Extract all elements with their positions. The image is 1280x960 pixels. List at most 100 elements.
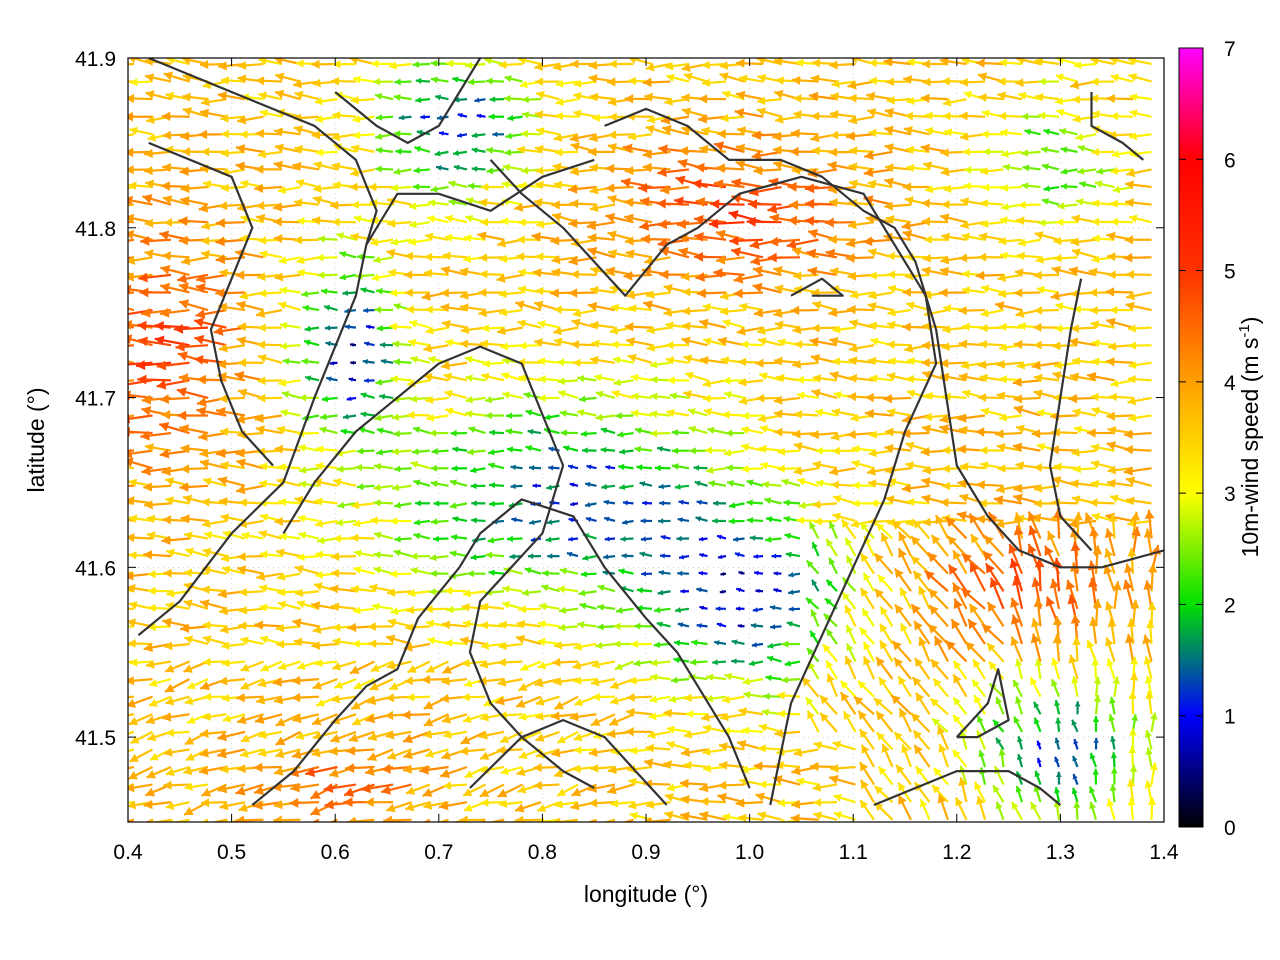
wind-arrow bbox=[352, 115, 375, 124]
wind-arrow bbox=[498, 60, 523, 69]
wind-arrow bbox=[1043, 185, 1060, 192]
wind-arrow bbox=[804, 183, 838, 194]
x-tick-label: 0.7 bbox=[424, 841, 453, 864]
wind-arrow bbox=[331, 132, 357, 142]
wind-arrow bbox=[1077, 144, 1097, 153]
x-tick-label: 1.4 bbox=[1149, 841, 1179, 864]
wind-arrow bbox=[883, 125, 912, 136]
wind-arrow bbox=[665, 61, 690, 71]
wind-arrow bbox=[420, 114, 431, 120]
wind-arrow bbox=[1077, 167, 1097, 175]
wind-arrow bbox=[847, 80, 875, 90]
wind-arrow bbox=[964, 165, 986, 174]
wind-arrow bbox=[791, 75, 819, 86]
wind-arrow bbox=[997, 91, 1023, 101]
wind-arrow bbox=[622, 143, 653, 154]
wind-arrow bbox=[589, 92, 616, 102]
wind-arrow bbox=[471, 132, 486, 139]
wind-arrow bbox=[535, 77, 560, 86]
wind-arrow bbox=[1060, 168, 1078, 175]
wind-arrow bbox=[675, 175, 708, 189]
wind-arrow bbox=[756, 107, 782, 118]
y-tick-label: 41.5 bbox=[75, 727, 116, 750]
wind-arrow bbox=[393, 130, 412, 138]
wind-arrow bbox=[789, 146, 819, 157]
wind-arrow bbox=[751, 150, 782, 161]
colorbar-title-main: 10m-wind speed (m s bbox=[1237, 338, 1263, 558]
colorbar-tick-label: 4 bbox=[1224, 372, 1236, 395]
wind-arrow bbox=[698, 94, 727, 104]
wind-arrow bbox=[756, 58, 782, 66]
wind-arrow bbox=[904, 111, 930, 121]
wind-arrow bbox=[453, 164, 468, 171]
wind-arrow bbox=[408, 202, 431, 210]
wind-arrow bbox=[294, 144, 320, 154]
wind-arrow bbox=[294, 90, 320, 101]
colorbar-tick-label: 3 bbox=[1224, 483, 1236, 506]
wind-arrow bbox=[220, 113, 246, 123]
wind-arrow bbox=[666, 73, 690, 83]
wind-arrow bbox=[374, 132, 394, 140]
wind-arrow bbox=[274, 72, 301, 83]
wind-arrow bbox=[254, 164, 283, 174]
wind-arrow bbox=[884, 163, 912, 173]
wind-arrow bbox=[393, 168, 412, 176]
wind-arrow bbox=[920, 143, 949, 154]
wind-arrow bbox=[415, 77, 431, 84]
colorbar-tick-label: 2 bbox=[1224, 594, 1236, 617]
wind-arrow bbox=[925, 127, 949, 136]
wind-arrow bbox=[734, 108, 764, 118]
wind-arrow bbox=[453, 96, 468, 103]
wind-arrow bbox=[940, 167, 967, 177]
wind-arrow bbox=[352, 131, 375, 140]
wind-arrow bbox=[845, 131, 875, 141]
wind-arrow bbox=[144, 148, 172, 159]
wind-arrow bbox=[810, 111, 838, 121]
wind-arrow bbox=[699, 144, 727, 154]
wind-arrow bbox=[128, 62, 135, 66]
wind-arrow bbox=[180, 196, 209, 206]
x-tick-label: 1.2 bbox=[942, 841, 971, 864]
wind-arrow bbox=[350, 95, 375, 105]
wind-arrow bbox=[182, 107, 209, 118]
wind-arrow bbox=[467, 78, 486, 86]
wind-arrow bbox=[394, 78, 412, 86]
wind-arrow bbox=[259, 109, 283, 118]
wind-arrow bbox=[427, 199, 449, 207]
wind-arrow bbox=[521, 111, 542, 119]
x-tick-label: 1.3 bbox=[1046, 841, 1075, 864]
x-tick-label: 1.1 bbox=[839, 841, 868, 864]
colorbar-tick-label: 6 bbox=[1224, 149, 1236, 172]
wind-arrow bbox=[555, 111, 579, 121]
wind-arrow bbox=[374, 92, 394, 101]
wind-arrow bbox=[883, 58, 912, 67]
y-axis-title: latitude (°) bbox=[23, 387, 49, 492]
wind-arrow bbox=[827, 161, 856, 171]
wind-arrow bbox=[331, 76, 357, 86]
wind-arrow bbox=[412, 61, 431, 68]
wind-arrow bbox=[982, 147, 1004, 156]
wind-arrow bbox=[1021, 182, 1041, 190]
y-tick-label: 41.7 bbox=[75, 388, 116, 411]
wind-arrow bbox=[217, 91, 246, 101]
wind-arrow bbox=[448, 198, 468, 206]
wind-arrow bbox=[272, 202, 301, 212]
wind-arrow bbox=[471, 147, 486, 154]
wind-arrow bbox=[128, 111, 153, 122]
wind-arrow bbox=[1035, 92, 1060, 102]
wind-arrow bbox=[452, 76, 468, 83]
wind-arrow bbox=[445, 59, 468, 68]
wind-arrow bbox=[476, 113, 486, 119]
wind-arrow bbox=[1038, 77, 1060, 86]
wind-arrow bbox=[258, 58, 283, 66]
wind-arrow bbox=[485, 77, 505, 85]
wind-arrow bbox=[624, 94, 653, 104]
wind-arrow bbox=[573, 79, 597, 88]
wind-arrow bbox=[962, 147, 986, 157]
wind-arrow bbox=[1060, 146, 1078, 154]
wind-arrow bbox=[536, 127, 560, 136]
wind-arrow bbox=[220, 148, 246, 158]
wind-arrow bbox=[661, 125, 690, 136]
wind-arrow bbox=[863, 167, 893, 178]
wind-arrow bbox=[1129, 109, 1152, 118]
